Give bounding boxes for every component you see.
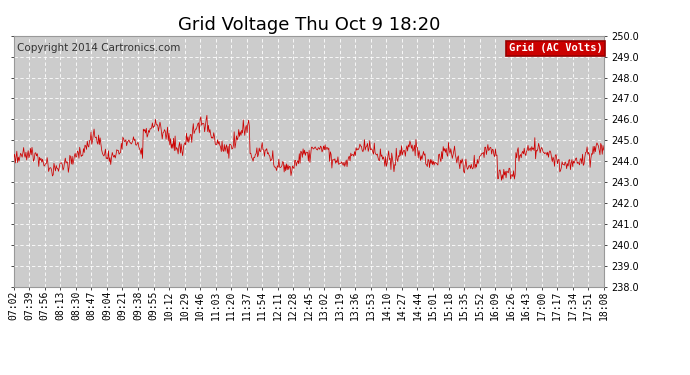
Title: Grid Voltage Thu Oct 9 18:20: Grid Voltage Thu Oct 9 18:20 (177, 16, 440, 34)
Text: Grid (AC Volts): Grid (AC Volts) (509, 43, 602, 53)
Text: Copyright 2014 Cartronics.com: Copyright 2014 Cartronics.com (17, 43, 180, 53)
